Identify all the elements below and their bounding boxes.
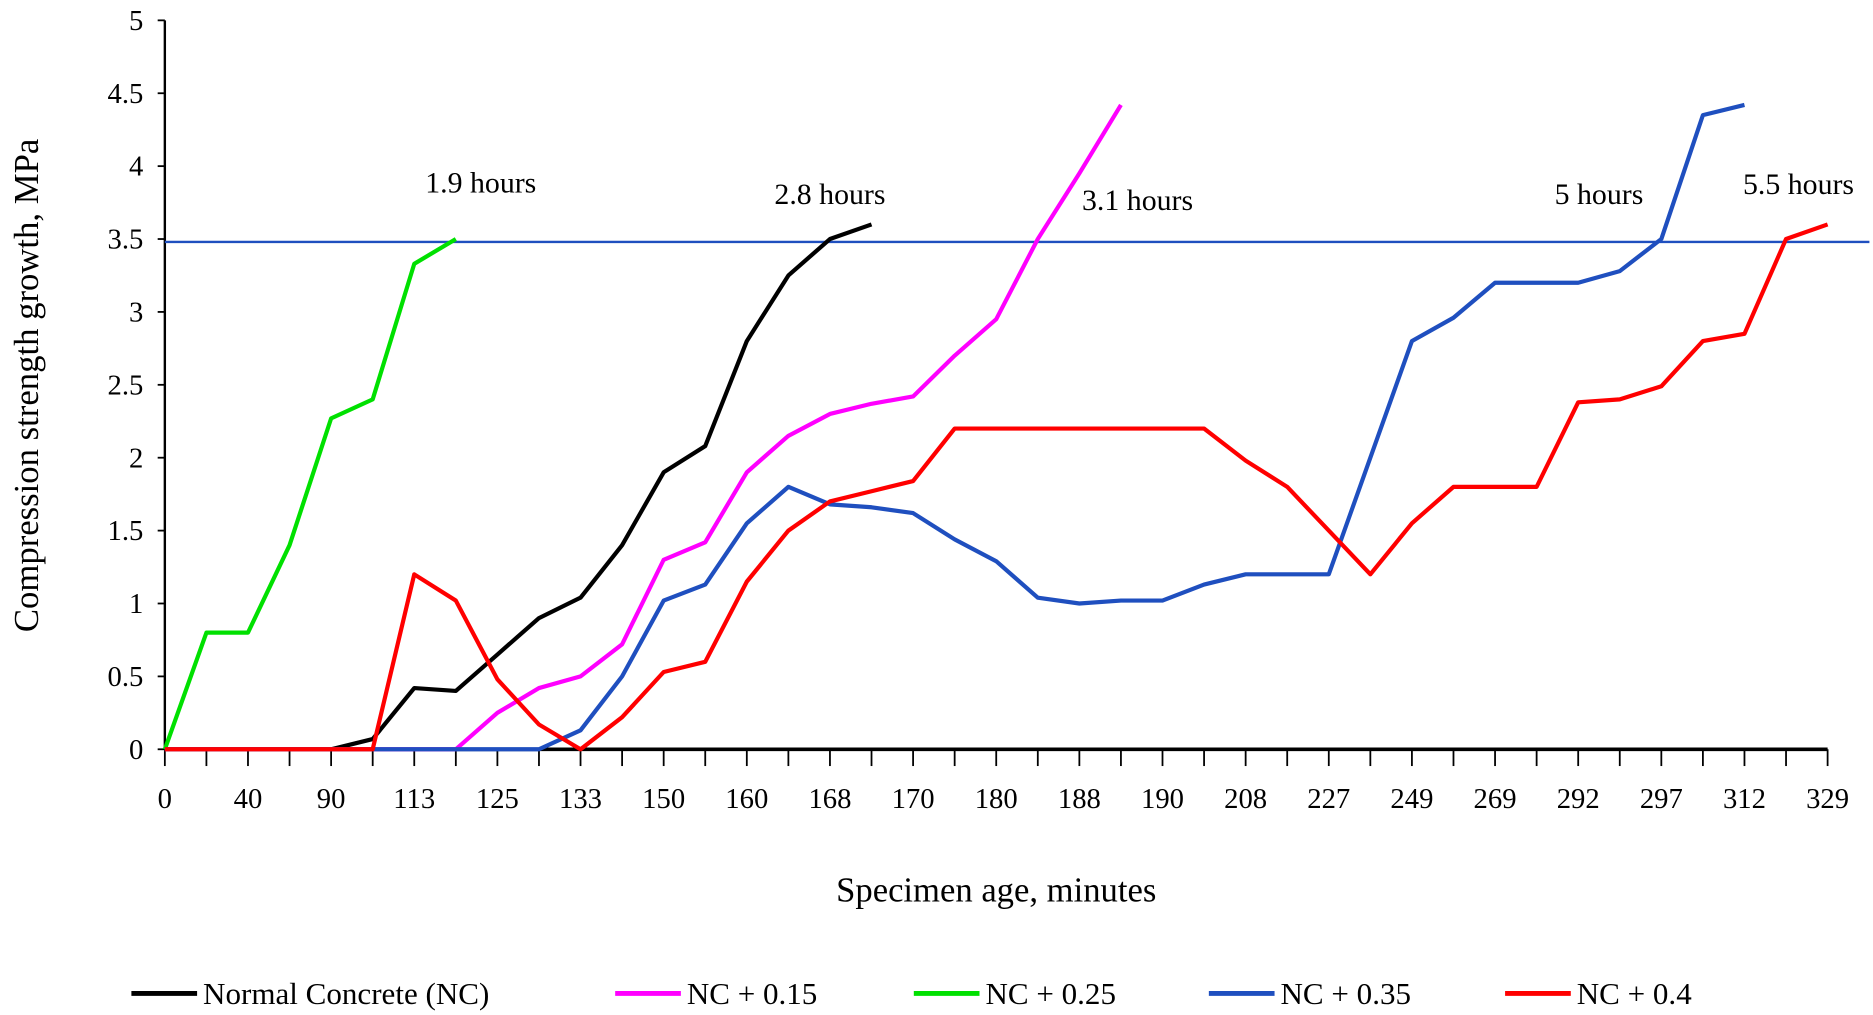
x-tick-label: 133 bbox=[559, 783, 602, 815]
x-tick-label: 190 bbox=[1141, 783, 1184, 815]
legend-label: NC + 0.35 bbox=[1281, 976, 1412, 1011]
x-tick-label: 160 bbox=[725, 783, 768, 815]
x-tick-label: 329 bbox=[1806, 783, 1849, 815]
x-tick-label: 297 bbox=[1640, 783, 1683, 815]
x-tick-label: 249 bbox=[1390, 783, 1433, 815]
legend-label: NC + 0.25 bbox=[985, 976, 1116, 1011]
legend-label: NC + 0.15 bbox=[687, 976, 818, 1011]
y-tick-label: 2 bbox=[129, 442, 143, 474]
series-line bbox=[164, 222, 1829, 752]
x-axis-label: Specimen age, minutes bbox=[836, 871, 1156, 909]
y-tick-label: 2.5 bbox=[108, 369, 144, 401]
annotation-label: 5.5 hours bbox=[1743, 168, 1854, 201]
y-tick-label: 3 bbox=[129, 296, 143, 328]
x-tick-label: 125 bbox=[476, 783, 519, 815]
series-line bbox=[164, 102, 1745, 752]
annotation-label: 5 hours bbox=[1555, 178, 1644, 211]
y-tick-label: 0 bbox=[129, 734, 143, 766]
y-tick-label: 5 bbox=[129, 5, 143, 37]
x-tick-label: 208 bbox=[1224, 783, 1267, 815]
annotation-label: 1.9 hours bbox=[425, 166, 536, 199]
x-tick-label: 227 bbox=[1307, 783, 1350, 815]
x-tick-label: 312 bbox=[1723, 783, 1766, 815]
annotation-label: 3.1 hours bbox=[1082, 184, 1193, 217]
y-tick-label: 4.5 bbox=[108, 78, 144, 110]
x-tick-label: 292 bbox=[1557, 783, 1600, 815]
x-tick-label: 170 bbox=[892, 783, 935, 815]
x-tick-label: 0 bbox=[158, 783, 172, 815]
x-tick-label: 40 bbox=[234, 783, 263, 815]
annotation-label: 2.8 hours bbox=[774, 178, 885, 211]
legend: Normal Concrete (NC) NC + 0.15 NC + 0.25 NC… bbox=[131, 976, 1692, 1011]
x-tick-label: 113 bbox=[393, 783, 435, 815]
y-tick-label: 0.5 bbox=[108, 661, 144, 693]
y-tick-label: 1.5 bbox=[108, 515, 144, 547]
y-axis-label: Compression strength growth, MPa bbox=[8, 139, 46, 632]
x-tick-label: 269 bbox=[1474, 783, 1517, 815]
x-tick-label: 168 bbox=[808, 783, 851, 815]
y-tick-label: 4 bbox=[129, 151, 143, 183]
x-tick-label: 188 bbox=[1058, 783, 1101, 815]
x-tick-label: 150 bbox=[642, 783, 685, 815]
legend-label: Normal Concrete (NC) bbox=[203, 976, 489, 1011]
series-line bbox=[164, 222, 873, 752]
legend-label: NC + 0.4 bbox=[1577, 976, 1692, 1011]
y-tick-label: 1 bbox=[129, 588, 143, 620]
series-line bbox=[162, 237, 457, 750]
x-tick-label: 90 bbox=[317, 783, 346, 815]
x-tick-label: 180 bbox=[975, 783, 1018, 815]
y-tick-label: 3.5 bbox=[108, 224, 144, 256]
